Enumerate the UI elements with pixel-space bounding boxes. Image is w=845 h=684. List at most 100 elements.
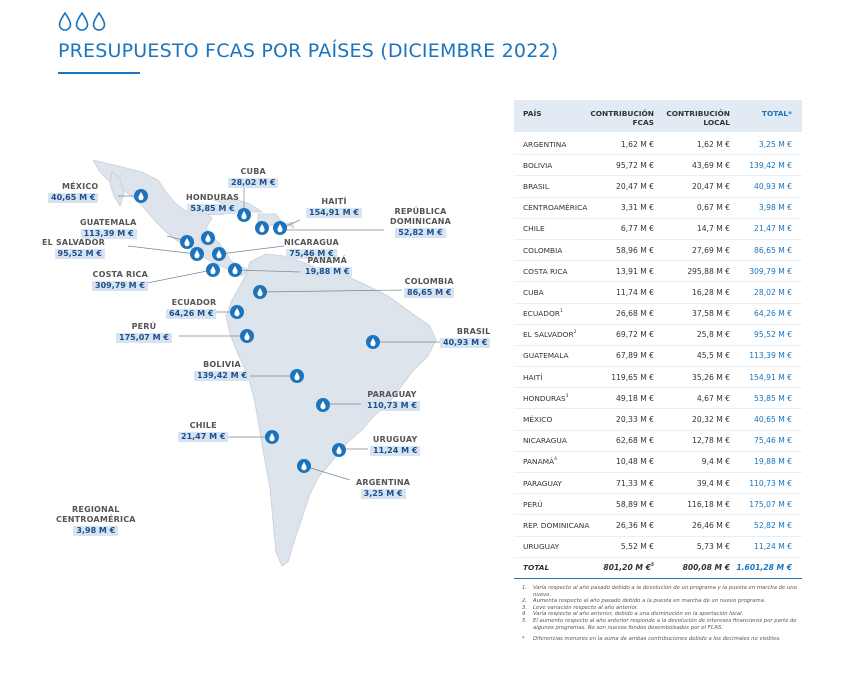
map-label-uruguay: URUGUAY 11,24 M € — [370, 435, 421, 456]
map-label-paraguay: PARAGUAY 110,73 M € — [364, 390, 420, 411]
map-label-nicaragua: NICARAGUA 75,46 M € — [284, 238, 339, 259]
table-row: ARGENTINA 1,62 M € 1,62 M € 3,25 M € — [514, 134, 802, 156]
water-drop-icon[interactable] — [290, 369, 304, 383]
map-label-panama: PANAMÁ 19,88 M € — [302, 256, 353, 277]
cell-local: 16,28 M € — [692, 287, 730, 297]
table-header: PAÍS CONTRIBUCIÓN FCAS CONTRIBUCIÓN LOCA… — [514, 100, 802, 132]
table-row: ECUADOR1 26,68 M € 37,58 M € 64,26 M € — [514, 304, 802, 325]
cell-pais: CENTROAMÉRICA — [523, 203, 588, 213]
water-drop-icon[interactable] — [201, 231, 215, 245]
cell-local: 5,73 M € — [696, 542, 730, 552]
map-label-honduras: HONDURAS 53,85 M € — [186, 193, 240, 214]
cell-fcas: 6,77 M € — [620, 224, 654, 234]
cell-fcas: 71,33 M € — [616, 478, 654, 488]
cell-local: 295,88 M € — [687, 266, 730, 276]
footnote: * Diferencias menores en la suma de ambas… — [522, 636, 781, 643]
table-row: PERÚ 58,89 M € 116,18 M € 175,07 M € — [514, 494, 802, 516]
water-drop-icon[interactable] — [190, 247, 204, 261]
cell-pais: BRASIL — [523, 181, 549, 191]
map-label-regional-centroamerica: REGIONAL CENTROAMÉRICA 3,98 M € — [56, 505, 136, 536]
water-drop-icon[interactable] — [297, 459, 311, 473]
water-drop-icon[interactable] — [206, 263, 220, 277]
cell-fcas: 11,74 M € — [616, 287, 654, 297]
water-drop-icon[interactable] — [366, 335, 380, 349]
cell-fcas: 3,31 M € — [620, 203, 654, 213]
map-label-peru: PERÚ 175,07 M € — [116, 322, 172, 343]
cell-local: 9,4 M € — [701, 457, 730, 467]
footnote: 4. Varía respecto al año anterior, debido… — [522, 611, 744, 618]
cell-pais: BOLIVIA — [523, 160, 553, 170]
table-row: HAITÍ 119,65 M € 35,26 M € 154,91 M € — [514, 367, 802, 389]
header-pais: PAÍS — [523, 109, 542, 118]
cell-fcas: 26,36 M € — [616, 520, 654, 530]
budget-table: PAÍS CONTRIBUCIÓN FCAS CONTRIBUCIÓN LOCA… — [514, 100, 802, 579]
cell-pais: CHILE — [523, 224, 545, 234]
cell-fcas: 69,72 M € — [616, 330, 654, 340]
cell-local: 1,62 M € — [696, 139, 730, 149]
map-label-mexico: MÉXICO 40,65 M € — [48, 182, 99, 203]
cell-fcas: 5,52 M € — [620, 542, 654, 552]
water-drop-icon[interactable] — [228, 263, 242, 277]
map-label-colombia: COLOMBIA 86,65 M € — [404, 277, 455, 298]
footnotes: 1. Varía respecto al año pasado debido a … — [522, 585, 807, 643]
cell-total: 53,85 M € — [754, 393, 792, 403]
cell-local: 0,67 M € — [696, 203, 730, 213]
table-row: PANAMÁ4 10,48 M € 9,4 M € 19,88 M € — [514, 452, 802, 473]
water-drop-icon[interactable] — [230, 305, 244, 319]
cell-pais: URUGUAY — [523, 542, 560, 552]
cell-local: 35,26 M € — [692, 372, 730, 382]
footnote: 2. Aumenta respecto al año pasado debido … — [522, 598, 766, 605]
drop-outline-icon — [75, 12, 89, 31]
cell-fcas: 20,33 M € — [616, 415, 654, 425]
table-row: MÉXICO 20,33 M € 20,32 M € 40,65 M € — [514, 409, 802, 431]
cell-pais: GUATEMALA — [523, 351, 569, 361]
cell-pais: ECUADOR1 — [523, 309, 563, 319]
cell-total: 309,79 M € — [749, 266, 792, 276]
cell-total: 40,93 M € — [754, 181, 792, 191]
water-drop-icon[interactable] — [273, 221, 287, 235]
map-label-brasil: BRASIL 40,93 M € — [440, 327, 491, 348]
cell-pais: HONDURAS3 — [523, 393, 569, 403]
water-drop-icon[interactable] — [240, 329, 254, 343]
three-drops-icon — [58, 12, 106, 31]
map-label-ecuador: ECUADOR 64,26 M € — [166, 298, 217, 319]
cell-pais: MÉXICO — [523, 415, 553, 425]
cell-fcas: 49,18 M € — [616, 393, 654, 403]
water-drop-icon[interactable] — [316, 398, 330, 412]
water-drop-icon[interactable] — [332, 443, 346, 457]
cell-total: 95,52 M € — [754, 330, 792, 340]
cell-pais: CUBA — [523, 287, 544, 297]
map-label-bolivia: BOLIVIA 139,42 M € — [194, 360, 250, 381]
table-row: BOLIVIA 95,72 M € 43,69 M € 139,42 M € — [514, 155, 802, 177]
cell-total: 175,07 M € — [749, 499, 792, 509]
cell-local: 116,18 M € — [687, 499, 730, 509]
footnote: 3. Leve variación respecto al año anterio… — [522, 604, 639, 611]
water-drop-icon[interactable] — [180, 235, 194, 249]
header-contribucion-fcas: CONTRIBUCIÓN FCAS — [590, 109, 654, 127]
footnote: 1. Varía respecto al año pasado debido a … — [522, 585, 797, 598]
cell-pais: PERÚ — [523, 499, 543, 509]
water-drop-icon[interactable] — [237, 208, 251, 222]
table-body: ARGENTINA 1,62 M € 1,62 M € 3,25 M € BOLIVIA… — [514, 132, 802, 558]
table-row: REP. DOMINICANA 26,36 M € 26,46 M € 52,82 M… — [514, 515, 802, 537]
total-total: 1.601,28 M € — [736, 563, 792, 573]
water-drop-icon[interactable] — [134, 189, 148, 203]
table-row: EL SALVADOR2 69,72 M € 25,8 M € 95,52 M € — [514, 325, 802, 346]
drop-markers — [134, 189, 380, 473]
drop-outline-icon — [58, 12, 72, 31]
table-row: COLOMBIA 58,96 M € 27,69 M € 86,65 M € — [514, 240, 802, 262]
cell-pais: REP. DOMINICANA — [523, 520, 590, 530]
water-drop-icon[interactable] — [265, 430, 279, 444]
footnote: 5. El aumento respecto al año anterior re… — [522, 617, 797, 631]
cell-fcas: 62,68 M € — [616, 436, 654, 446]
total-fcas: 801,20 M €5 — [603, 563, 654, 573]
cell-fcas: 58,96 M € — [616, 245, 654, 255]
cell-local: 14,7 M € — [696, 224, 730, 234]
cell-local: 43,69 M € — [692, 160, 730, 170]
cell-pais: HAITÍ — [523, 372, 543, 382]
water-drop-icon[interactable] — [212, 247, 226, 261]
cell-local: 45,5 M € — [696, 351, 730, 361]
water-drop-icon[interactable] — [253, 285, 267, 299]
map-label-costa-rica: COSTA RICA 309,79 M € — [92, 270, 148, 291]
water-drop-icon[interactable] — [255, 221, 269, 235]
